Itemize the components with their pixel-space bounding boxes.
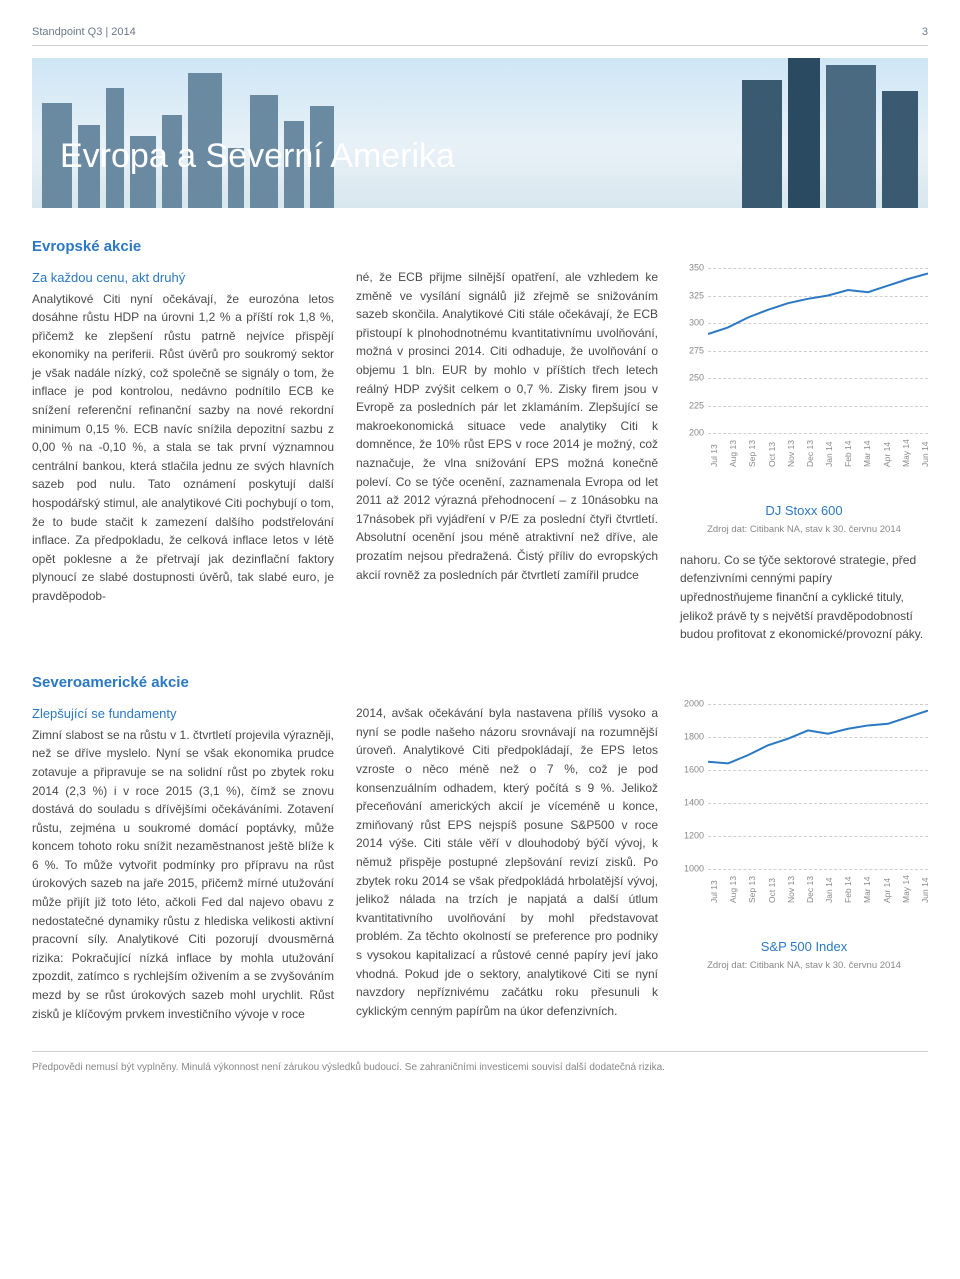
section-a-col1: Za každou cenu, akt druhý Analytikové Ci…: [32, 268, 334, 644]
y-tick-label: 300: [680, 316, 704, 330]
section-a-row: Za každou cenu, akt druhý Analytikové Ci…: [32, 268, 928, 644]
x-tick-label: Jun 14: [919, 458, 951, 467]
section-a-subhead: Za každou cenu, akt druhý: [32, 268, 334, 288]
section-a-p2: né, že ECB přijme silnější opatření, ale…: [356, 268, 658, 584]
header-left: Standpoint Q3 | 2014: [32, 24, 136, 41]
section-b-col1: Zlepšující se fundamenty Zimní slabost s…: [32, 704, 334, 1023]
section-a-title: Evropské akcie: [32, 236, 928, 259]
section-b-p1: Zimní slabost se na růstu v 1. čtvrtletí…: [32, 726, 334, 1024]
y-tick-label: 225: [680, 399, 704, 413]
footer-rule: [32, 1051, 928, 1052]
chart-b-title: S&P 500 Index: [680, 937, 928, 957]
hero-banner: Evropa a Severní Amerika: [32, 58, 928, 208]
hero-title: Evropa a Severní Amerika: [60, 131, 455, 182]
chart-b: 100012001400160018002000 Jul 13Aug 13Sep…: [680, 704, 928, 973]
section-b-row: Zlepšující se fundamenty Zimní slabost s…: [32, 704, 928, 1023]
chart-b-col: 100012001400160018002000 Jul 13Aug 13Sep…: [680, 704, 928, 1023]
section-a-aside: nahoru. Co se týče sektorové strategie, …: [680, 551, 928, 644]
footer-text: Předpovědi nemusí být vyplněny. Minulá v…: [32, 1060, 928, 1075]
section-b-p2: 2014, avšak očekávání byla nastavena pří…: [356, 704, 658, 1020]
y-tick-label: 1000: [680, 862, 704, 876]
page: Standpoint Q3 | 2014 3 Evropa a Severní …: [0, 0, 960, 1093]
y-tick-label: 1200: [680, 829, 704, 843]
y-tick-label: 1400: [680, 796, 704, 810]
header: Standpoint Q3 | 2014 3: [32, 24, 928, 41]
header-rule: [32, 45, 928, 46]
section-a-p1: Analytikové Citi nyní očekávají, že euro…: [32, 290, 334, 606]
y-tick-label: 325: [680, 289, 704, 303]
y-tick-label: 350: [680, 261, 704, 275]
y-tick-label: 1600: [680, 763, 704, 777]
section-b-subhead: Zlepšující se fundamenty: [32, 704, 334, 724]
chart-a: 200225250275300325350 Jul 13Aug 13Sep 13…: [680, 268, 928, 537]
chart-b-sub: Zdroj dat: Citibank NA, stav k 30. červn…: [680, 959, 928, 973]
y-tick-label: 275: [680, 344, 704, 358]
page-number: 3: [922, 24, 928, 41]
chart-a-title: DJ Stoxx 600: [680, 501, 928, 521]
y-tick-label: 1800: [680, 730, 704, 744]
y-tick-label: 2000: [680, 697, 704, 711]
x-tick-label: Jun 14: [919, 894, 951, 903]
section-b-title: Severoamerické akcie: [32, 672, 928, 695]
chart-a-col: 200225250275300325350 Jul 13Aug 13Sep 13…: [680, 268, 928, 644]
chart-a-sub: Zdroj dat: Citibank NA, stav k 30. červn…: [680, 523, 928, 537]
y-tick-label: 200: [680, 426, 704, 440]
section-a-col2: né, že ECB přijme silnější opatření, ale…: [356, 268, 658, 644]
y-tick-label: 250: [680, 371, 704, 385]
section-b-col2: 2014, avšak očekávání byla nastavena pří…: [356, 704, 658, 1023]
